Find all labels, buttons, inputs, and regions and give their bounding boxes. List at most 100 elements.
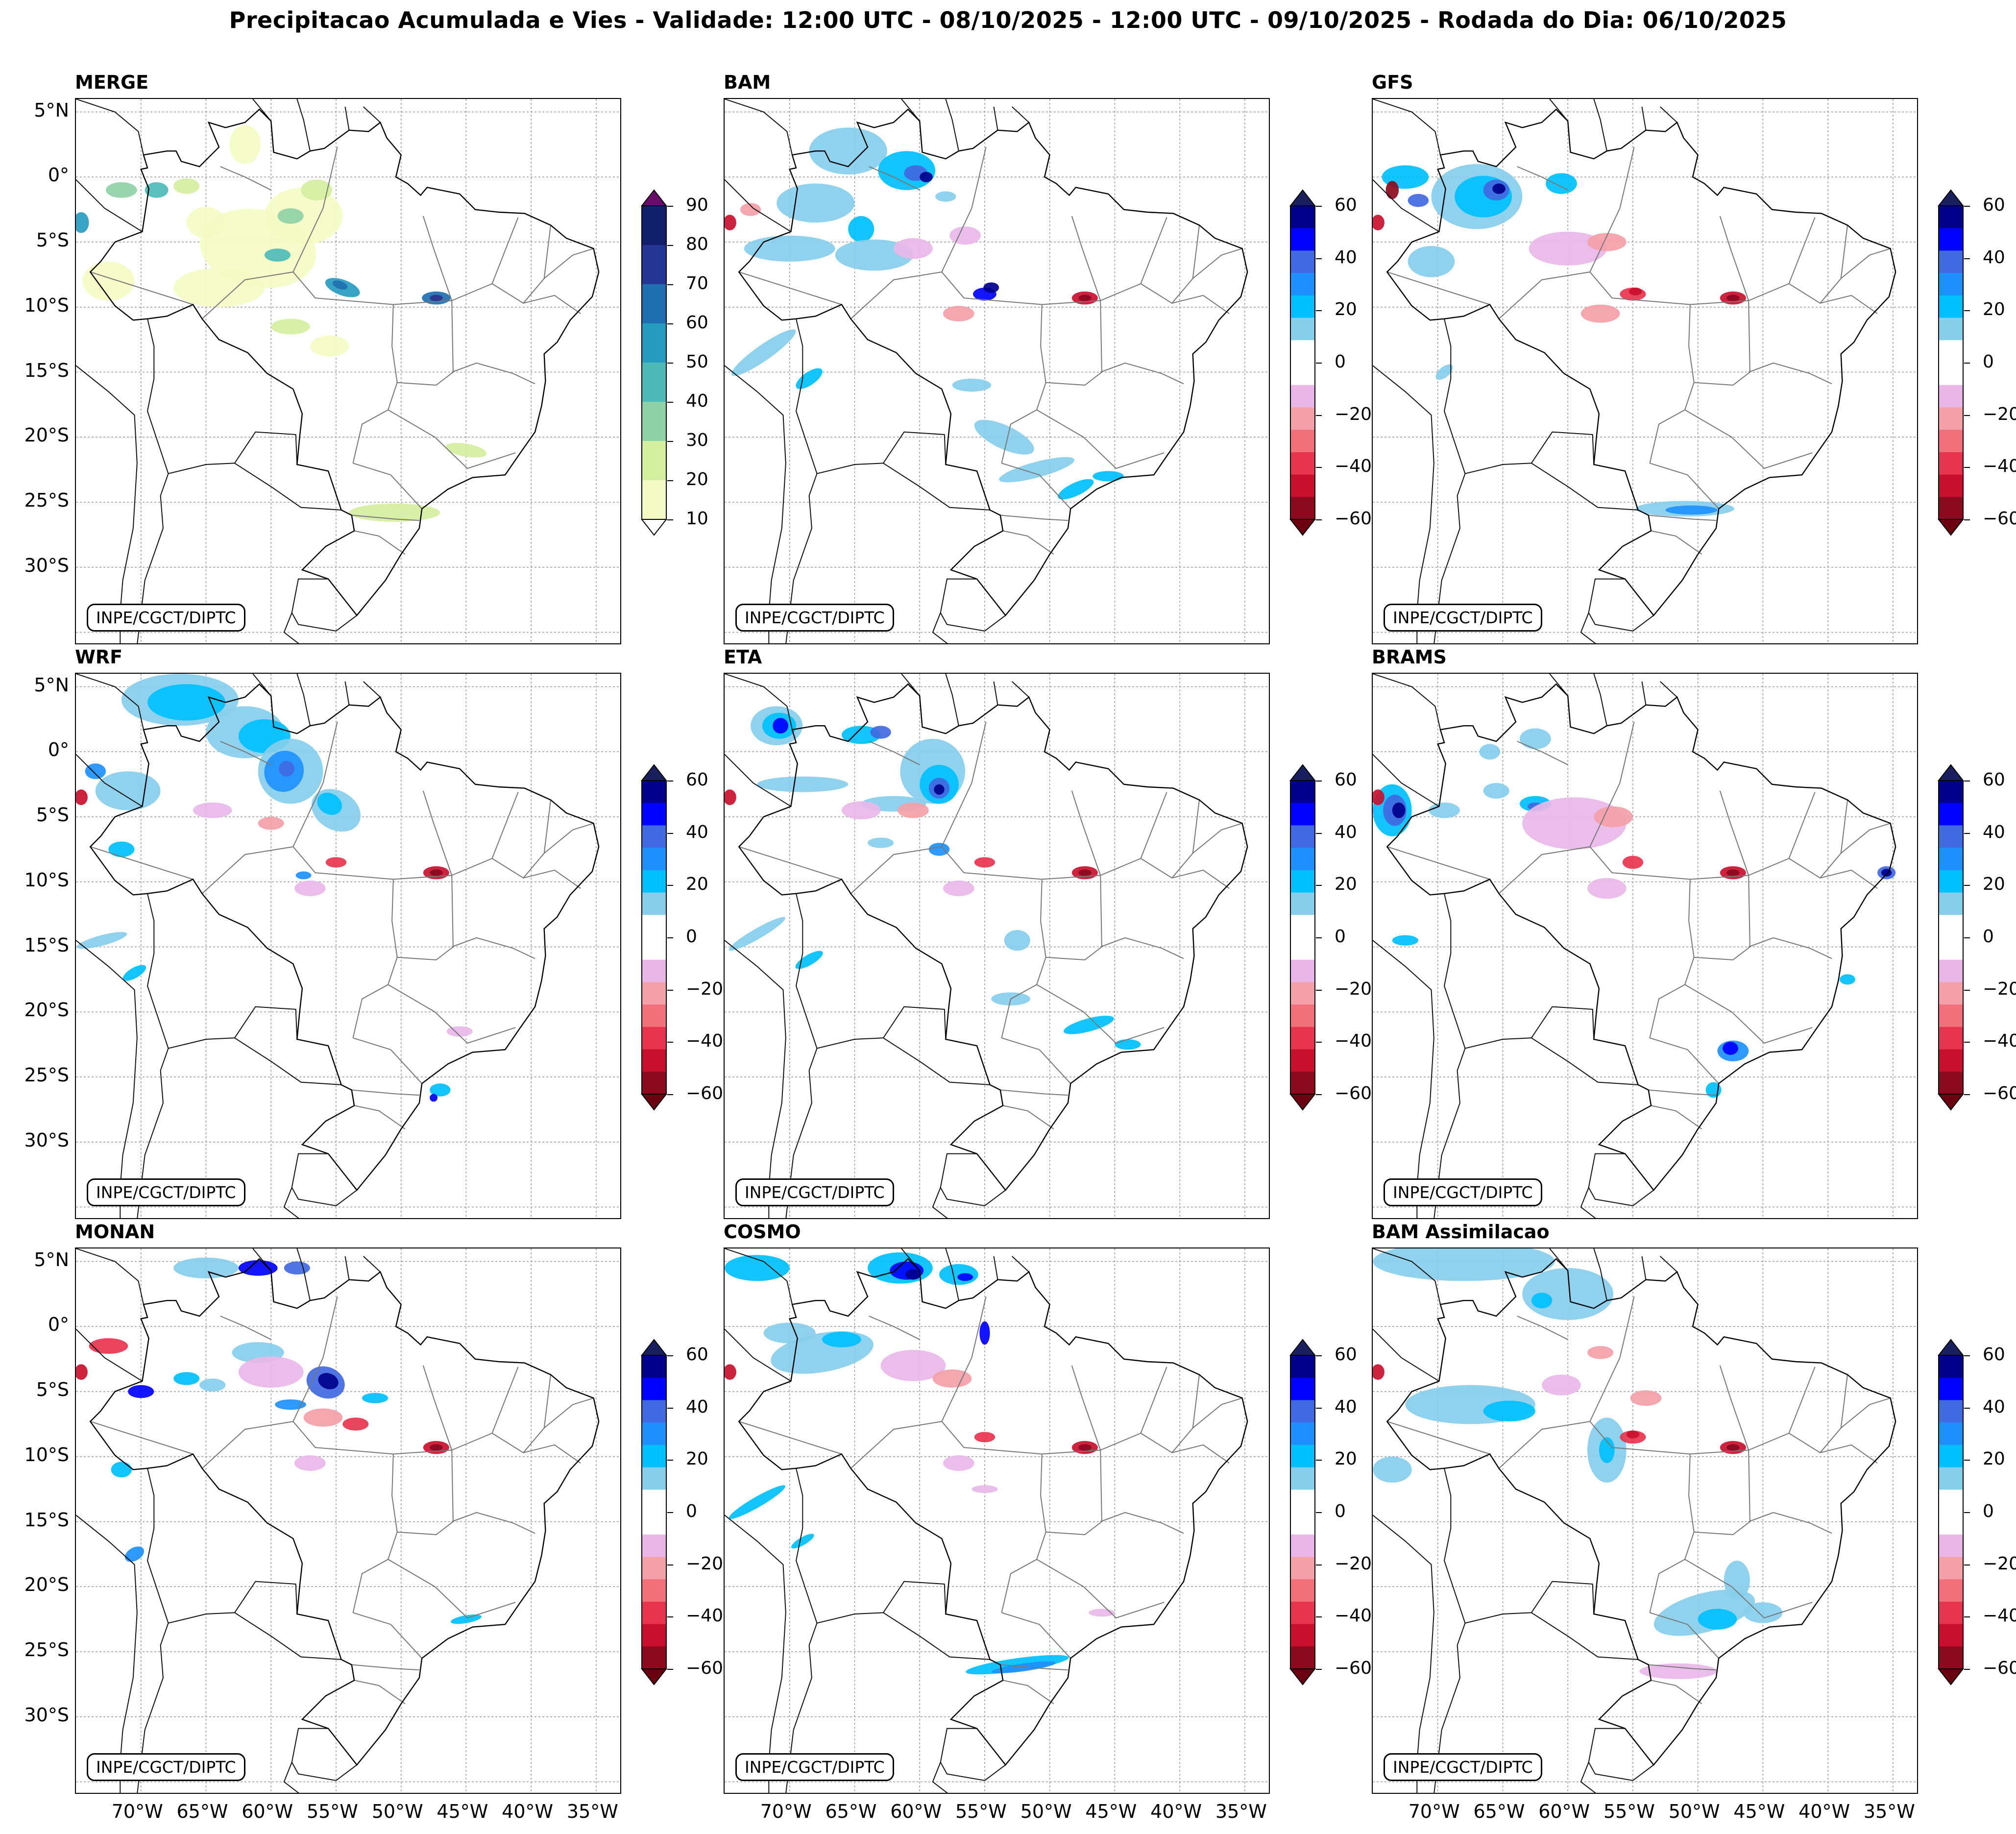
country-boundary [1373, 940, 1434, 1218]
data-patch [744, 235, 835, 262]
country-boundary [883, 1037, 990, 1085]
map-canvas-cosmo [725, 1248, 1269, 1793]
data-patch [1483, 1400, 1535, 1422]
colorbar-swatches [1937, 764, 1965, 1111]
colorbar-frame [1938, 780, 1964, 1095]
lon-tick-label: 40°W [1798, 1801, 1850, 1822]
colorbar-swatch [642, 1557, 666, 1580]
state-boundary [1192, 248, 1242, 279]
colorbar-tick-mark [1964, 310, 1970, 312]
data-patch [1519, 728, 1551, 749]
country-boundary [725, 940, 786, 1218]
state-boundary [1788, 1374, 1848, 1454]
state-boundary [354, 1680, 406, 1705]
country-boundary [993, 106, 998, 130]
data-patch [1063, 1015, 1114, 1034]
colorbar-tick-label: 0 [1983, 352, 1994, 372]
colorbar-frame [641, 205, 667, 520]
state-boundary [1045, 1365, 1102, 1536]
colorbar-swatch [1290, 206, 1315, 229]
data-patch [342, 1418, 369, 1431]
colorbar-swatch [1290, 1400, 1315, 1423]
colorbar-tick-label: −40 [1983, 1031, 2016, 1051]
data-patch [1392, 935, 1418, 946]
colorbar-tick-mark [667, 1512, 673, 1513]
state-boundary [201, 846, 452, 894]
colorbar-frame [641, 780, 667, 1095]
colorbar-swatch [1290, 781, 1315, 804]
data-patch [1639, 1663, 1718, 1679]
data-patch [1531, 1293, 1553, 1309]
colorbar-tick-mark [1316, 885, 1322, 886]
data-patch [173, 178, 200, 194]
data-patch [1408, 194, 1429, 207]
country-boundary [940, 1728, 1006, 1781]
colorbar-swatch [1290, 407, 1315, 430]
state-boundary [1788, 800, 1848, 879]
colorbar-swatch [1290, 1490, 1315, 1513]
colorbar-swatch [642, 982, 666, 1005]
colorbar-tick-label: 60 [1335, 195, 1357, 215]
data-patch [173, 268, 265, 307]
colorbar-swatch [642, 206, 666, 245]
lon-tick-label: 50°W [1668, 1801, 1720, 1822]
state-boundary [388, 984, 516, 1044]
colorbar-swatch [1939, 1512, 1963, 1535]
data-patch [173, 1372, 200, 1385]
colorbar-frame [1290, 205, 1315, 520]
colorbar-cosmo: 60 40 20 0 −20 −40 −60 [1286, 1336, 1393, 1688]
lat-tick-label: 5°N [34, 674, 69, 696]
lat-tick-label: 5°S [36, 1379, 69, 1401]
colorbar-tick-label: 60 [1335, 770, 1357, 790]
state-boundary [1684, 409, 1813, 469]
data-patch [310, 336, 349, 357]
country-boundary [1531, 1612, 1638, 1660]
colorbar-monan: 60 40 20 0 −20 −40 −60 [637, 1336, 745, 1688]
colorbar-tick-mark [1316, 415, 1322, 416]
state-boundary [1386, 846, 1490, 880]
colorbar-tick-mark [1316, 1355, 1322, 1356]
country-boundary [1373, 674, 1441, 730]
colorbar-swatches [1289, 1339, 1316, 1686]
colorbar-swatch [1939, 273, 1963, 296]
colorbar-arrow-bottom [1937, 1668, 1965, 1686]
state-boundary [1002, 1680, 1054, 1705]
data-patch [972, 1485, 998, 1493]
data-patch [1373, 1364, 1384, 1380]
data-patch [76, 212, 89, 233]
colorbar-swatch [1290, 250, 1315, 273]
colorbar-tick-label: 40 [1983, 247, 2005, 268]
country-boundary [1588, 1728, 1654, 1781]
colorbar-swatch [1290, 1004, 1315, 1027]
country-boundary [363, 681, 381, 698]
credit-badge: INPE/CGCT/DIPTC [735, 1753, 894, 1781]
colorbar-tick-mark [667, 937, 673, 938]
brazil-coastline [738, 683, 1248, 1191]
country-boundary [725, 1248, 793, 1305]
state-boundary [1841, 823, 1891, 854]
country-boundary [725, 674, 793, 730]
map-canvas-brams [1373, 674, 1917, 1218]
colorbar-tick-label: 60 [1983, 770, 2005, 790]
colorbar-swatch [1939, 870, 1963, 893]
colorbar-tick-label: 60 [1983, 1345, 2005, 1365]
data-patch [1078, 294, 1092, 301]
state-boundary [351, 514, 419, 521]
colorbar-swatch [1939, 385, 1963, 408]
country-boundary [1660, 1256, 1677, 1272]
colorbar-tick-label: 80 [686, 234, 708, 254]
panel-title-cosmo: COSMO [724, 1221, 801, 1243]
data-patch [124, 1546, 145, 1562]
state-boundary [1649, 879, 1695, 1038]
country-boundary [76, 365, 138, 643]
credit-badge: INPE/CGCT/DIPTC [1384, 1753, 1542, 1781]
data-patch [362, 1393, 389, 1403]
state-boundary [1000, 1664, 1068, 1671]
colorbar-arrow-top [640, 189, 668, 206]
map-panel-wrf: INPE/CGCT/DIPTC [75, 673, 621, 1219]
colorbar-swatch [1939, 825, 1963, 848]
state-boundary [1100, 1367, 1167, 1451]
state-boundary [1171, 1444, 1230, 1464]
colorbar-swatch [1290, 1377, 1315, 1400]
colorbar-swatch [1939, 1004, 1963, 1027]
